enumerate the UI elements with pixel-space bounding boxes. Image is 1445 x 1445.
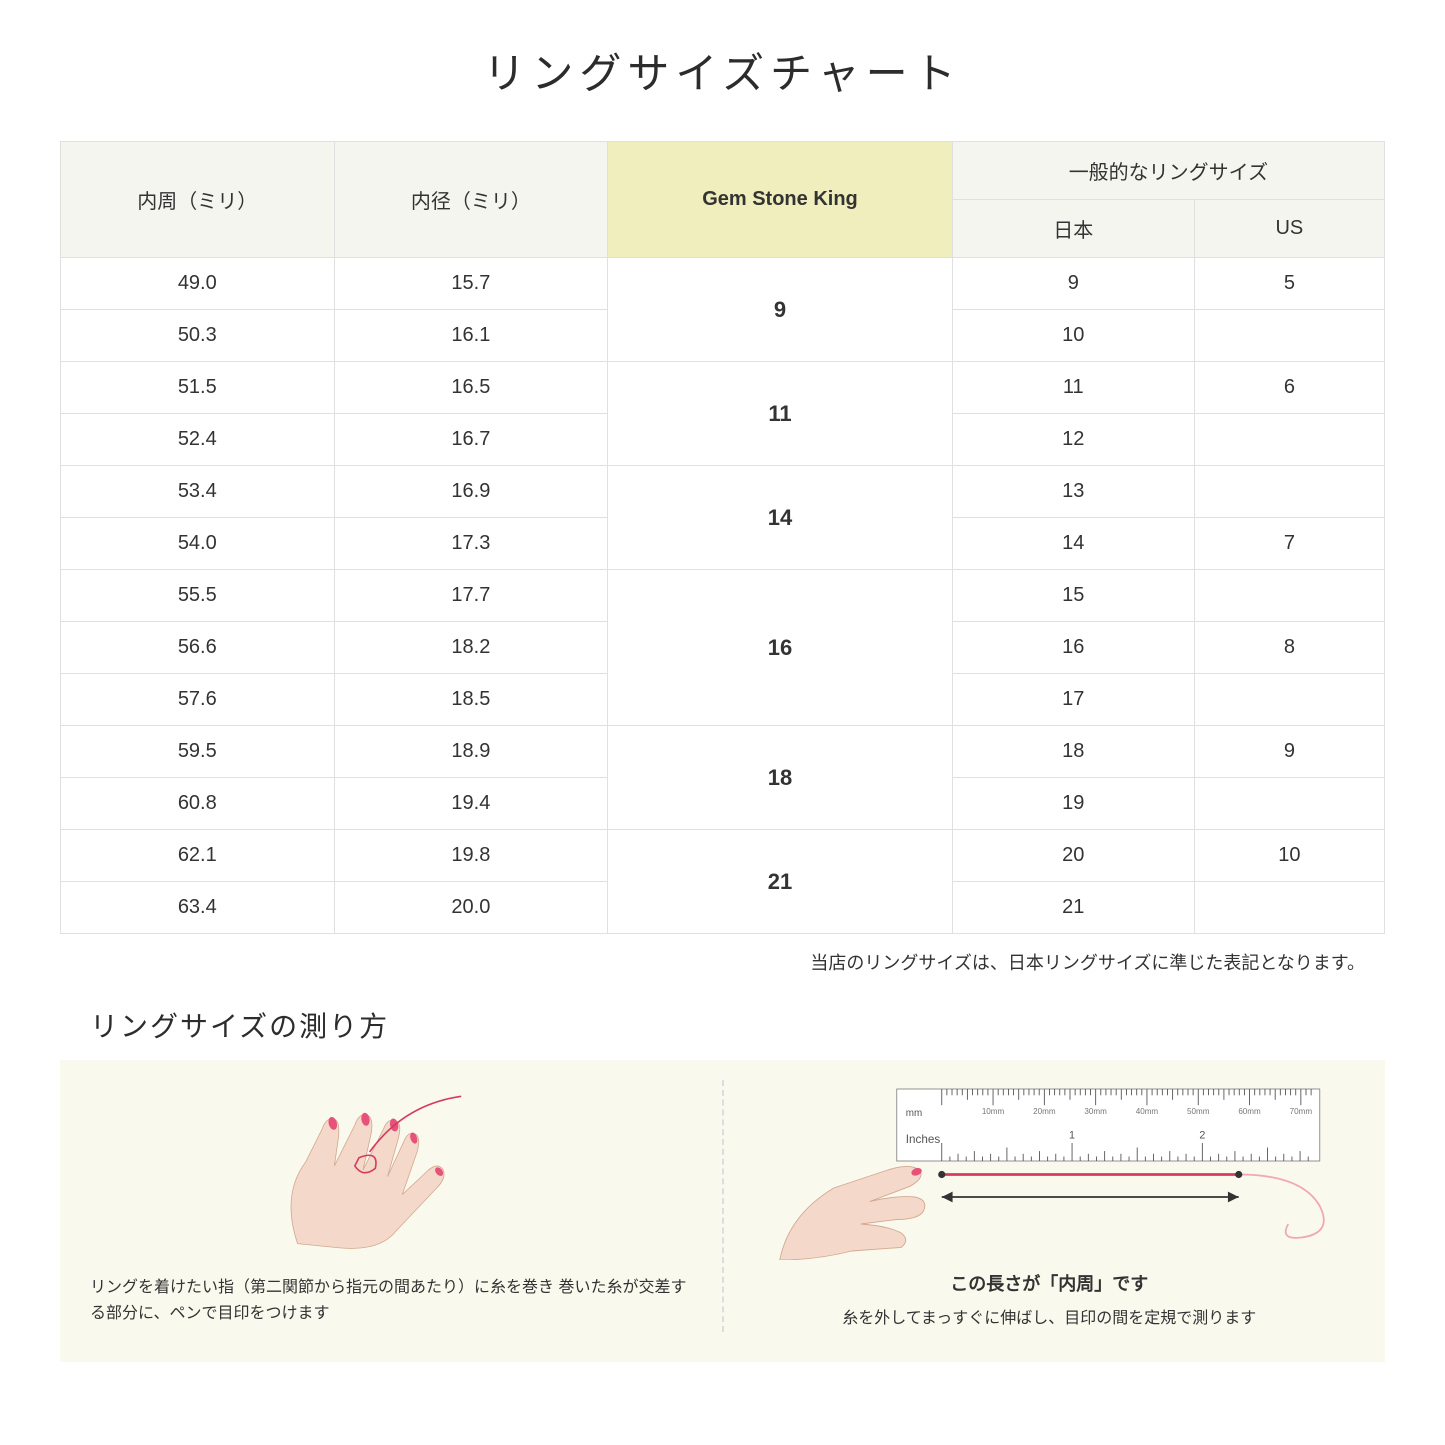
howto-caption-2: 糸を外してまっすぐに伸ばし、目印の間を定規で測ります — [744, 1306, 1356, 1332]
cell-circ: 63.4 — [61, 882, 335, 934]
cell-diam: 15.7 — [334, 258, 608, 310]
cell-gsk: 11 — [608, 362, 953, 466]
cell-circ: 55.5 — [61, 570, 335, 622]
svg-text:60mm: 60mm — [1238, 1107, 1261, 1116]
cell-circ: 57.6 — [61, 674, 335, 726]
ruler-inches-label: Inches — [905, 1133, 940, 1146]
cell-gsk: 14 — [608, 466, 953, 570]
cell-jp: 20 — [952, 830, 1194, 882]
cell-jp: 13 — [952, 466, 1194, 518]
cell-gsk: 18 — [608, 726, 953, 830]
cell-us: 7 — [1194, 518, 1384, 570]
howto-title: リングサイズの測り方 — [60, 1005, 1385, 1045]
cell-circ: 53.4 — [61, 466, 335, 518]
cell-jp: 19 — [952, 778, 1194, 830]
cell-diam: 19.8 — [334, 830, 608, 882]
cell-diam: 18.2 — [334, 622, 608, 674]
cell-us — [1194, 466, 1384, 518]
cell-us: 5 — [1194, 258, 1384, 310]
table-row: 59.5 18.91818 9 — [61, 726, 1385, 778]
cell-jp: 16 — [952, 622, 1194, 674]
ruler-mm-label: mm — [905, 1108, 921, 1119]
cell-diam: 18.9 — [334, 726, 608, 778]
cell-jp: 17 — [952, 674, 1194, 726]
cell-diam: 20.0 — [334, 882, 608, 934]
cell-jp: 10 — [952, 310, 1194, 362]
cell-jp: 15 — [952, 570, 1194, 622]
cell-us — [1194, 414, 1384, 466]
svg-text:1: 1 — [1069, 1130, 1075, 1142]
th-general: 一般的なリングサイズ — [952, 142, 1384, 200]
cell-circ: 50.3 — [61, 310, 335, 362]
cell-gsk: 21 — [608, 830, 953, 934]
cell-jp: 21 — [952, 882, 1194, 934]
svg-text:10mm: 10mm — [981, 1107, 1004, 1116]
cell-diam: 17.3 — [334, 518, 608, 570]
cell-gsk: 16 — [608, 570, 953, 726]
hand-wrap-illustration — [90, 1080, 702, 1260]
table-row: 55.5 17.71615 — [61, 570, 1385, 622]
cell-circ: 51.5 — [61, 362, 335, 414]
cell-circ: 49.0 — [61, 258, 335, 310]
cell-circ: 59.5 — [61, 726, 335, 778]
table-row: 49.0 15.799 5 — [61, 258, 1385, 310]
cell-diam: 16.9 — [334, 466, 608, 518]
cell-jp: 14 — [952, 518, 1194, 570]
ring-size-table: 内周（ミリ） 内径（ミリ） Gem Stone King 一般的なリングサイズ … — [60, 141, 1385, 934]
cell-diam: 16.7 — [334, 414, 608, 466]
cell-diam: 17.7 — [334, 570, 608, 622]
cell-us — [1194, 310, 1384, 362]
th-us: US — [1194, 200, 1384, 258]
measure-label: この長さが「内周」です — [744, 1270, 1356, 1296]
cell-jp: 9 — [952, 258, 1194, 310]
th-gsk: Gem Stone King — [608, 142, 953, 258]
howto-step-2: mm Inches 10mm 20mm 30mm 40mm 50mm 60mm 70mm 1… — [744, 1080, 1356, 1332]
table-row: 51.5 16.51111 6 — [61, 362, 1385, 414]
howto-caption-1: リングを着けたい指（第二関節から指元の間あたり）に糸を巻き 巻いた糸が交差する部… — [90, 1275, 702, 1326]
cell-jp: 12 — [952, 414, 1194, 466]
cell-gsk: 9 — [608, 258, 953, 362]
svg-text:2: 2 — [1199, 1130, 1205, 1142]
cell-diam: 16.5 — [334, 362, 608, 414]
cell-circ: 62.1 — [61, 830, 335, 882]
cell-circ: 60.8 — [61, 778, 335, 830]
th-japan: 日本 — [952, 200, 1194, 258]
cell-us — [1194, 674, 1384, 726]
svg-text:20mm: 20mm — [1033, 1107, 1056, 1116]
howto-step-1: リングを着けたい指（第二関節から指元の間あたり）に糸を巻き 巻いた糸が交差する部… — [90, 1080, 724, 1332]
th-circumference: 内周（ミリ） — [61, 142, 335, 258]
page-title: リングサイズチャート — [60, 40, 1385, 101]
cell-diam: 16.1 — [334, 310, 608, 362]
cell-us: 9 — [1194, 726, 1384, 778]
svg-text:40mm: 40mm — [1135, 1107, 1158, 1116]
cell-diam: 18.5 — [334, 674, 608, 726]
howto-panel: リングを着けたい指（第二関節から指元の間あたり）に糸を巻き 巻いた糸が交差する部… — [60, 1060, 1385, 1362]
ruler-illustration: mm Inches 10mm 20mm 30mm 40mm 50mm 60mm 70mm 1… — [744, 1080, 1356, 1260]
cell-diam: 19.4 — [334, 778, 608, 830]
cell-jp: 18 — [952, 726, 1194, 778]
cell-us — [1194, 570, 1384, 622]
cell-circ: 56.6 — [61, 622, 335, 674]
cell-us: 6 — [1194, 362, 1384, 414]
cell-circ: 54.0 — [61, 518, 335, 570]
table-row: 62.1 19.82120 10 — [61, 830, 1385, 882]
th-diameter: 内径（ミリ） — [334, 142, 608, 258]
cell-us — [1194, 778, 1384, 830]
cell-us: 8 — [1194, 622, 1384, 674]
cell-us: 10 — [1194, 830, 1384, 882]
cell-circ: 52.4 — [61, 414, 335, 466]
svg-text:50mm: 50mm — [1187, 1107, 1210, 1116]
cell-us — [1194, 882, 1384, 934]
cell-jp: 11 — [952, 362, 1194, 414]
table-row: 53.4 16.91413 — [61, 466, 1385, 518]
svg-text:30mm: 30mm — [1084, 1107, 1107, 1116]
svg-text:70mm: 70mm — [1289, 1107, 1312, 1116]
table-note: 当店のリングサイズは、日本リングサイズに準じた表記となります。 — [60, 949, 1385, 975]
